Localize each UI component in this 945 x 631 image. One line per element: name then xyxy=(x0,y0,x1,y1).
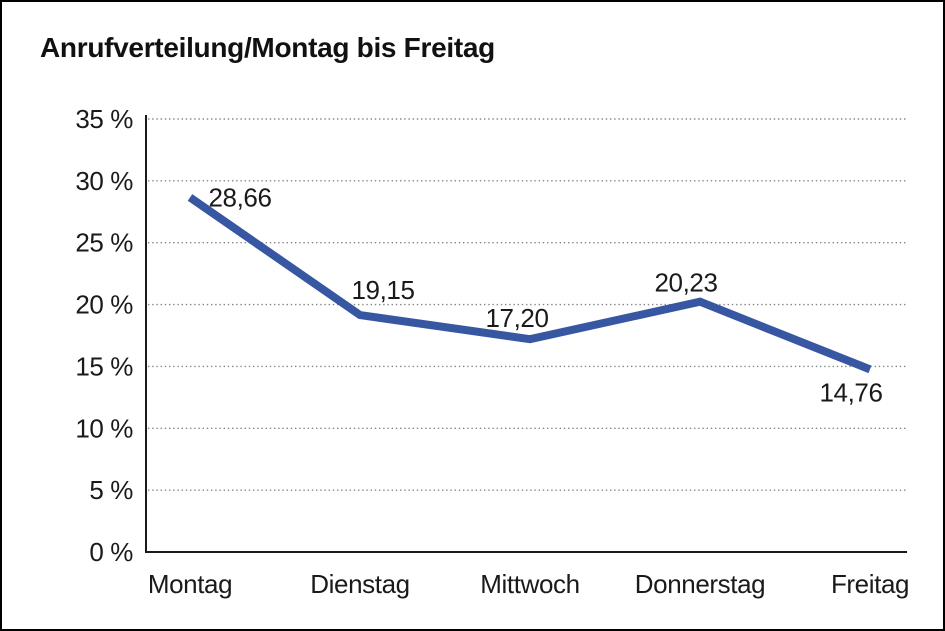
data-point-label: 14,76 xyxy=(819,377,882,407)
data-point-label: 17,20 xyxy=(485,303,548,333)
data-point-label: 19,15 xyxy=(351,275,414,305)
y-tick-label: 10 % xyxy=(75,413,133,443)
x-category-label: Montag xyxy=(148,569,232,599)
x-category-label: Mittwoch xyxy=(480,569,579,599)
data-point-label: 20,23 xyxy=(654,268,717,298)
data-line xyxy=(187,194,872,374)
x-category-label: Dienstag xyxy=(310,569,409,599)
y-tick-label: 30 % xyxy=(75,166,133,196)
y-tick-label: 0 % xyxy=(89,537,133,567)
y-tick-label: 20 % xyxy=(75,290,133,320)
data-point-label: 28,66 xyxy=(208,182,271,212)
y-tick-label: 25 % xyxy=(75,228,133,258)
x-category-label: Freitag xyxy=(831,569,909,599)
y-tick-label: 35 % xyxy=(75,104,133,134)
chart-title: Anrufverteilung/Montag bis Freitag xyxy=(40,32,495,63)
x-category-label: Donnerstag xyxy=(635,569,765,599)
y-tick-label: 5 % xyxy=(89,475,133,505)
y-tick-label: 15 % xyxy=(75,351,133,381)
